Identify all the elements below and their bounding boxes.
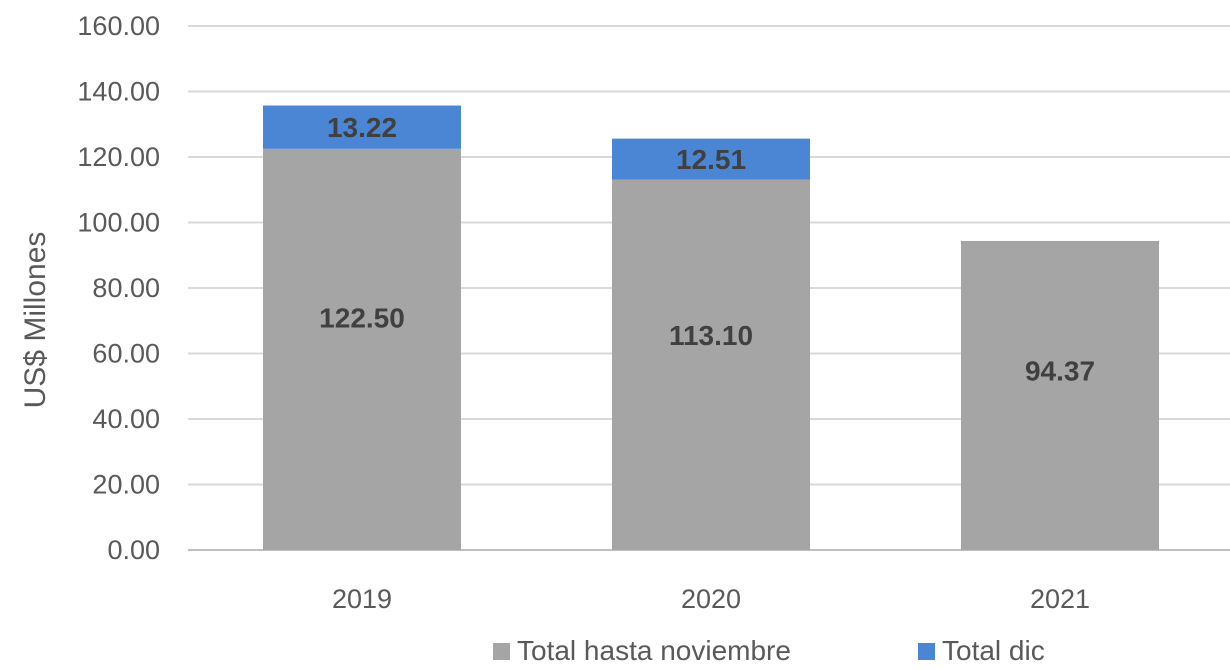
legend: Total hasta noviembre Total dic bbox=[493, 635, 1045, 666]
y-tick-label: 100.00 bbox=[77, 208, 160, 238]
data-label: 113.10 bbox=[669, 320, 753, 351]
legend-swatch bbox=[493, 643, 510, 660]
data-label: 13.22 bbox=[327, 112, 397, 143]
legend-label: Total dic bbox=[942, 635, 1045, 666]
y-tick-label: 40.00 bbox=[92, 404, 160, 434]
bar-segment bbox=[263, 148, 461, 550]
x-tick-label: 2019 bbox=[332, 584, 392, 614]
x-axis-ticks: 2019 2020 2021 bbox=[332, 584, 1090, 614]
bars: 122.50 13.22 113.10 12.51 94.37 bbox=[263, 105, 1159, 551]
y-tick-label: 140.00 bbox=[77, 77, 160, 107]
data-label: 122.50 bbox=[319, 302, 405, 333]
y-axis-label: US$ Millones bbox=[19, 232, 52, 409]
x-tick-label: 2021 bbox=[1030, 584, 1090, 614]
bar-segment bbox=[612, 179, 810, 550]
y-tick-label: 0.00 bbox=[107, 535, 160, 565]
data-label: 12.51 bbox=[676, 144, 746, 175]
data-label: 94.37 bbox=[1025, 356, 1095, 387]
y-tick-label: 120.00 bbox=[77, 142, 160, 172]
bar-segment bbox=[961, 240, 1159, 551]
y-axis-ticks: 0.00 20.00 40.00 60.00 80.00 100.00 120.00 140.… bbox=[77, 11, 160, 565]
bar-segment bbox=[612, 138, 810, 180]
y-tick-label: 80.00 bbox=[92, 273, 160, 303]
y-tick-label: 60.00 bbox=[92, 339, 160, 369]
legend-label: Total hasta noviembre bbox=[517, 635, 791, 666]
y-tick-label: 20.00 bbox=[92, 470, 160, 500]
legend-swatch bbox=[918, 643, 935, 660]
x-tick-label: 2020 bbox=[681, 584, 741, 614]
y-tick-label: 160.00 bbox=[77, 11, 160, 41]
bar-segment bbox=[263, 105, 461, 149]
